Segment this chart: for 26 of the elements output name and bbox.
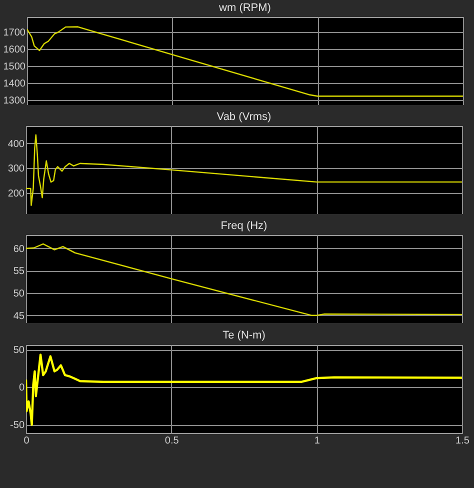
y-tick-label: 200: [8, 188, 25, 200]
y-tick-label: 400: [8, 138, 25, 150]
chart-title: Te (N-m): [222, 330, 266, 342]
y-tick-label: 50: [13, 345, 25, 356]
chart-title: Vab (Vrms): [216, 111, 272, 123]
chart-title: wm (RPM): [218, 2, 271, 14]
y-tick-label: 1700: [3, 28, 26, 39]
line-series: [27, 26, 463, 97]
chart-title: Freq (Hz): [220, 220, 268, 232]
line-series: [26, 134, 462, 206]
y-tick-label: 1300: [3, 95, 26, 106]
x-tick-label: 0.5: [164, 436, 180, 446]
y-tick-label: 0: [18, 382, 25, 394]
y-tick-label: 300: [8, 164, 25, 175]
y-tick-label: 55: [13, 266, 25, 278]
line-series: [26, 243, 462, 316]
y-tick-label: 50: [13, 288, 25, 300]
x-tick-label: 1.5: [456, 436, 470, 446]
y-tick-label: 45: [13, 310, 25, 322]
y-tick-label: 1600: [3, 44, 26, 56]
y-tick-label: 1400: [3, 78, 26, 90]
line-series: [26, 354, 462, 426]
y-tick-label: 60: [13, 244, 25, 255]
x-tick-label: 1: [314, 436, 320, 446]
y-tick-label: 1500: [3, 62, 26, 73]
y-tick-label: -50: [10, 420, 25, 432]
